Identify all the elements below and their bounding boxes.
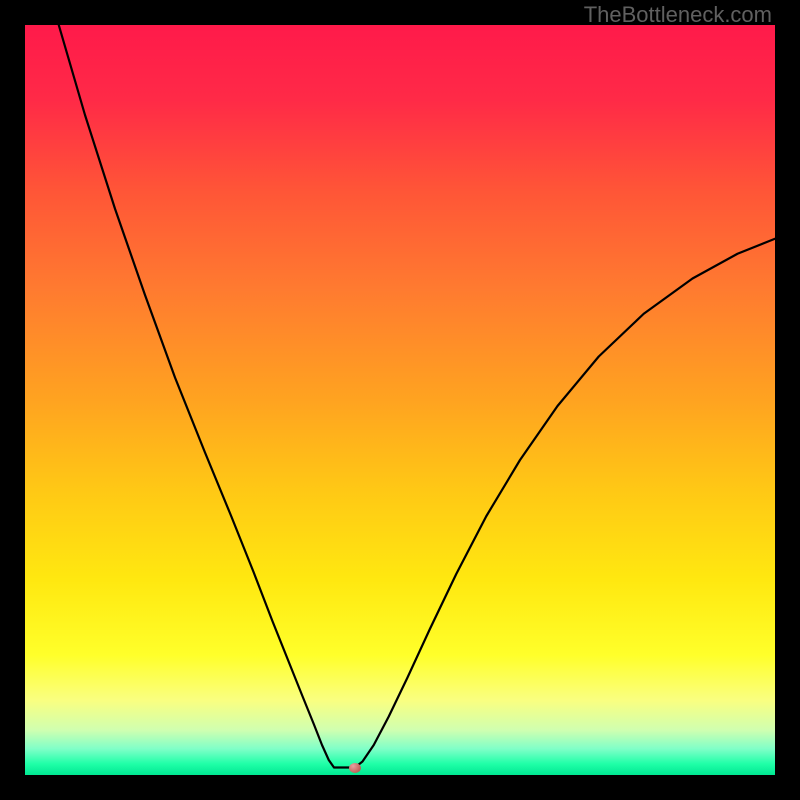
bottleneck-curve xyxy=(25,25,775,775)
bottleneck-marker xyxy=(349,763,361,773)
plot-area xyxy=(25,25,775,775)
watermark-text: TheBottleneck.com xyxy=(584,2,772,28)
